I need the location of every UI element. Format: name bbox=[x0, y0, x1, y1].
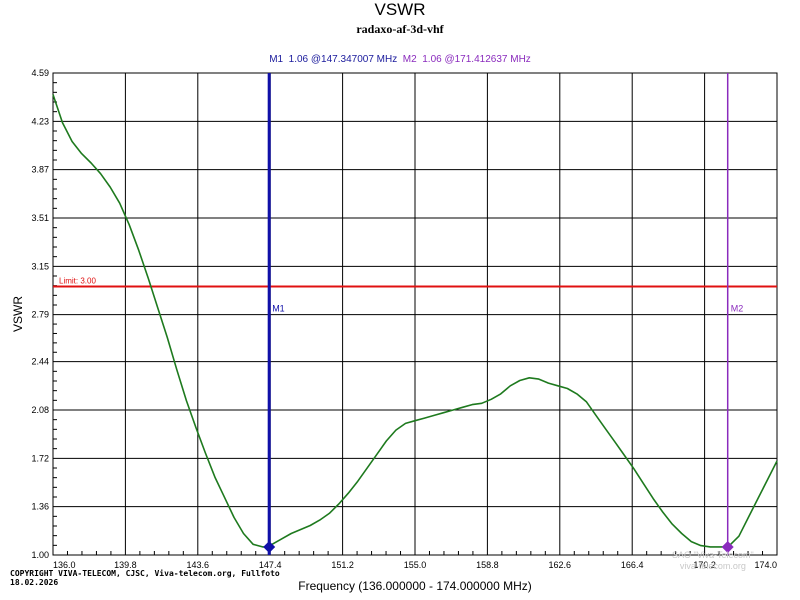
y-tick-label: 2.79 bbox=[31, 310, 49, 320]
limit-line-group: Limit: 3.00 bbox=[53, 276, 777, 288]
x-tick-label: 170.2 bbox=[693, 560, 716, 570]
y-tick-label: 3.87 bbox=[31, 165, 49, 175]
marker-label-m1: M1 bbox=[272, 303, 285, 313]
watermark: SAO "Viva-Telecom" viva-telecom.org bbox=[672, 550, 754, 572]
copyright-date: 18.02.2026 bbox=[10, 578, 59, 587]
x-tick-label: 162.6 bbox=[549, 560, 572, 570]
grid bbox=[52, 72, 778, 556]
marker-label-m2: M2 bbox=[731, 303, 744, 313]
marker-diamond-m2[interactable] bbox=[721, 540, 734, 553]
y-tick-label: 1.72 bbox=[31, 453, 49, 463]
series-group bbox=[52, 94, 778, 548]
watermark-line1: SAO "Viva-Telecom" bbox=[672, 550, 754, 560]
y-tick-label: 4.23 bbox=[31, 116, 49, 126]
tick-labels: 136.0 139.8 143.6 147.4 151.2 155.0 158.8 162.6… bbox=[31, 68, 777, 570]
x-tick-label: 174.0 bbox=[754, 560, 777, 570]
x-tick-label: 155.0 bbox=[404, 560, 427, 570]
marker1-readout: M1 1.06 @147.347007 MHz bbox=[269, 54, 398, 65]
watermark-line2: viva-telecom.org bbox=[679, 561, 746, 571]
y-tick-label: 2.44 bbox=[31, 357, 49, 367]
y-tick-label: 1.36 bbox=[31, 502, 49, 512]
marker-group[interactable]: M1 M2 bbox=[263, 73, 743, 555]
y-tick-label: 3.15 bbox=[31, 261, 49, 271]
x-tick-label: 166.4 bbox=[621, 560, 644, 570]
x-tick-label: 136.0 bbox=[53, 560, 76, 570]
y-axis-label: VSWR bbox=[11, 296, 25, 332]
x-tick-label: 151.2 bbox=[331, 560, 354, 570]
marker-readout: M1 1.06 @147.347007 MHz M2 1.06 @171.412… bbox=[0, 54, 800, 65]
limit-label: Limit: 3.00 bbox=[59, 276, 96, 285]
vswr-curve bbox=[52, 94, 778, 548]
chart-subtitle: radaxo-af-3d-vhf bbox=[356, 22, 444, 36]
chart-title: VSWR bbox=[374, 0, 426, 19]
x-tick-label: 143.6 bbox=[187, 560, 210, 570]
y-tick-label: 4.59 bbox=[31, 68, 49, 78]
x-tick-label: 158.8 bbox=[476, 560, 499, 570]
y-tick-label: 3.51 bbox=[31, 213, 49, 223]
marker-diamond-m1[interactable] bbox=[263, 540, 276, 553]
x-tick-label: 139.8 bbox=[114, 560, 137, 570]
copyright-notice: COPYRIGHT VIVA-TELECOM, CJSC, Viva-telec… bbox=[10, 569, 280, 587]
plot-frame bbox=[52, 72, 778, 556]
y-tick-label: 1.00 bbox=[31, 550, 49, 560]
marker2-readout: M2 1.06 @171.412637 MHz bbox=[402, 54, 531, 65]
y-tick-label: 2.08 bbox=[31, 405, 49, 415]
x-axis-label: Frequency (136.000000 - 174.000000 MHz) bbox=[298, 579, 531, 593]
x-tick-label: 147.4 bbox=[259, 560, 282, 570]
copyright-line: COPYRIGHT VIVA-TELECOM, CJSC, Viva-telec… bbox=[10, 569, 280, 578]
